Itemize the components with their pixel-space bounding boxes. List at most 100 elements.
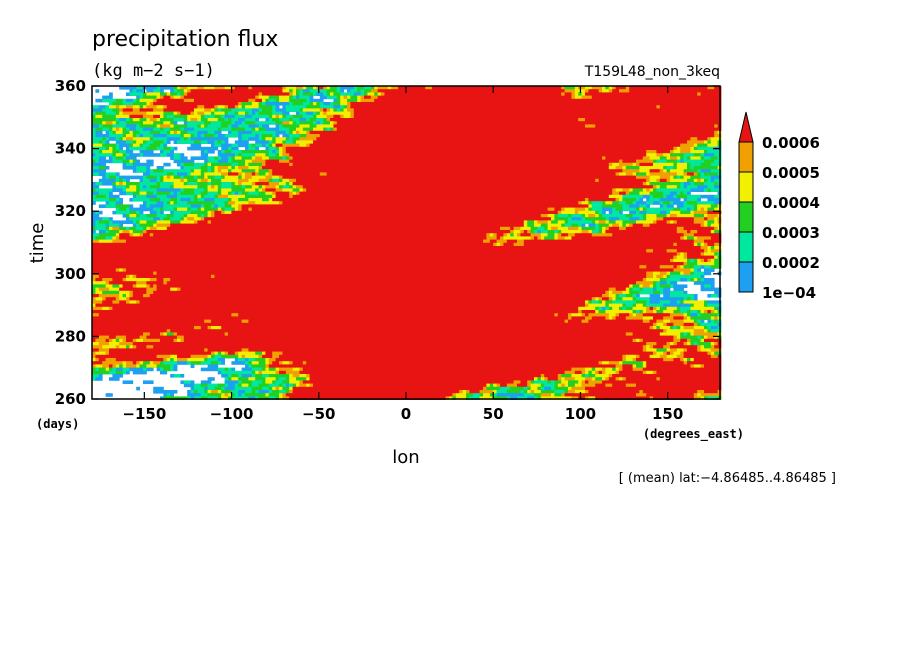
field-cell — [418, 114, 423, 119]
field-cell — [105, 98, 110, 103]
field-cell — [704, 98, 708, 103]
field-cell — [523, 89, 528, 93]
field-cell — [299, 92, 304, 96]
field-cell — [506, 111, 511, 116]
field-cell — [670, 98, 674, 103]
field-cell — [302, 153, 307, 157]
field-cell — [200, 98, 205, 103]
field-cell — [615, 137, 620, 141]
field-cell — [241, 95, 246, 100]
field-cell — [258, 172, 263, 176]
field-cell — [255, 121, 259, 125]
field-cell — [200, 121, 205, 125]
field-cell — [642, 153, 647, 157]
field-cell — [265, 159, 270, 164]
field-cell — [608, 134, 613, 138]
field-cell — [411, 98, 416, 103]
field-cell — [462, 169, 467, 173]
field-cell — [360, 102, 365, 106]
field-cell — [666, 156, 671, 160]
field-cell — [687, 140, 691, 144]
field-cell — [224, 153, 229, 157]
field-cell — [398, 114, 402, 119]
field-cell — [401, 86, 406, 90]
field-cell — [435, 150, 440, 154]
field-cell — [197, 137, 202, 141]
field-cell — [102, 124, 106, 128]
field-cell — [323, 121, 327, 125]
field-cell — [700, 89, 705, 93]
field-cell — [445, 159, 450, 164]
field-cell — [622, 146, 627, 151]
field-cell — [445, 137, 450, 141]
field-cell — [224, 95, 229, 100]
field-cell — [540, 143, 545, 148]
field-cell — [636, 134, 640, 138]
field-cell — [547, 89, 552, 93]
field-cell — [418, 162, 423, 167]
field-cell — [595, 92, 599, 96]
field-cell — [710, 105, 715, 109]
field-cell — [381, 169, 385, 173]
field-cell — [364, 150, 368, 154]
field-cell — [517, 169, 521, 173]
field-cell — [636, 143, 640, 148]
field-cell — [180, 95, 185, 100]
field-cell — [251, 114, 256, 119]
field-cell — [207, 114, 212, 119]
field-cell — [282, 169, 287, 173]
field-cell — [520, 134, 525, 138]
field-cell — [268, 172, 273, 176]
field-cell — [704, 137, 708, 141]
field-cell — [683, 92, 688, 96]
field-cell — [357, 124, 361, 128]
field-cell — [350, 166, 355, 170]
field-cell — [265, 105, 270, 109]
field-cell — [449, 156, 453, 160]
field-cell — [588, 108, 593, 112]
field-cell — [547, 169, 552, 173]
field-cell — [537, 127, 542, 132]
field-cell — [319, 143, 324, 148]
field-cell — [707, 150, 712, 154]
field-cell — [513, 98, 518, 103]
field-cell — [353, 150, 358, 154]
field-cell — [530, 86, 535, 90]
field-cell — [136, 159, 140, 164]
field-cell — [357, 102, 361, 106]
field-cell — [510, 162, 514, 167]
field-cell — [411, 137, 416, 141]
field-cell — [313, 134, 317, 138]
field-cell — [418, 156, 423, 160]
field-cell — [540, 150, 545, 154]
field-cell — [357, 166, 361, 170]
field-cell — [564, 108, 569, 112]
field-cell — [95, 162, 100, 167]
field-cell — [211, 162, 215, 167]
field-cell — [710, 137, 715, 141]
field-cell — [666, 102, 671, 106]
field-cell — [370, 140, 375, 144]
field-cell — [605, 172, 610, 176]
field-cell — [149, 172, 154, 176]
field-cell — [292, 140, 297, 144]
field-cell — [710, 127, 715, 132]
field-cell — [469, 98, 474, 103]
field-cell — [680, 130, 684, 135]
field-cell — [707, 95, 712, 100]
field-cell — [347, 108, 351, 112]
field-cell — [683, 166, 688, 170]
field-cell — [602, 108, 606, 112]
field-cell — [561, 143, 565, 148]
field-cell — [384, 124, 389, 128]
field-cell — [336, 102, 341, 106]
field-cell — [534, 140, 538, 144]
field-cell — [585, 159, 589, 164]
field-cell — [527, 98, 531, 103]
field-cell — [476, 86, 480, 90]
field-cell — [391, 98, 395, 103]
field-cell — [187, 114, 191, 119]
field-cell — [574, 102, 579, 106]
field-cell — [112, 153, 117, 157]
field-cell — [578, 105, 582, 109]
